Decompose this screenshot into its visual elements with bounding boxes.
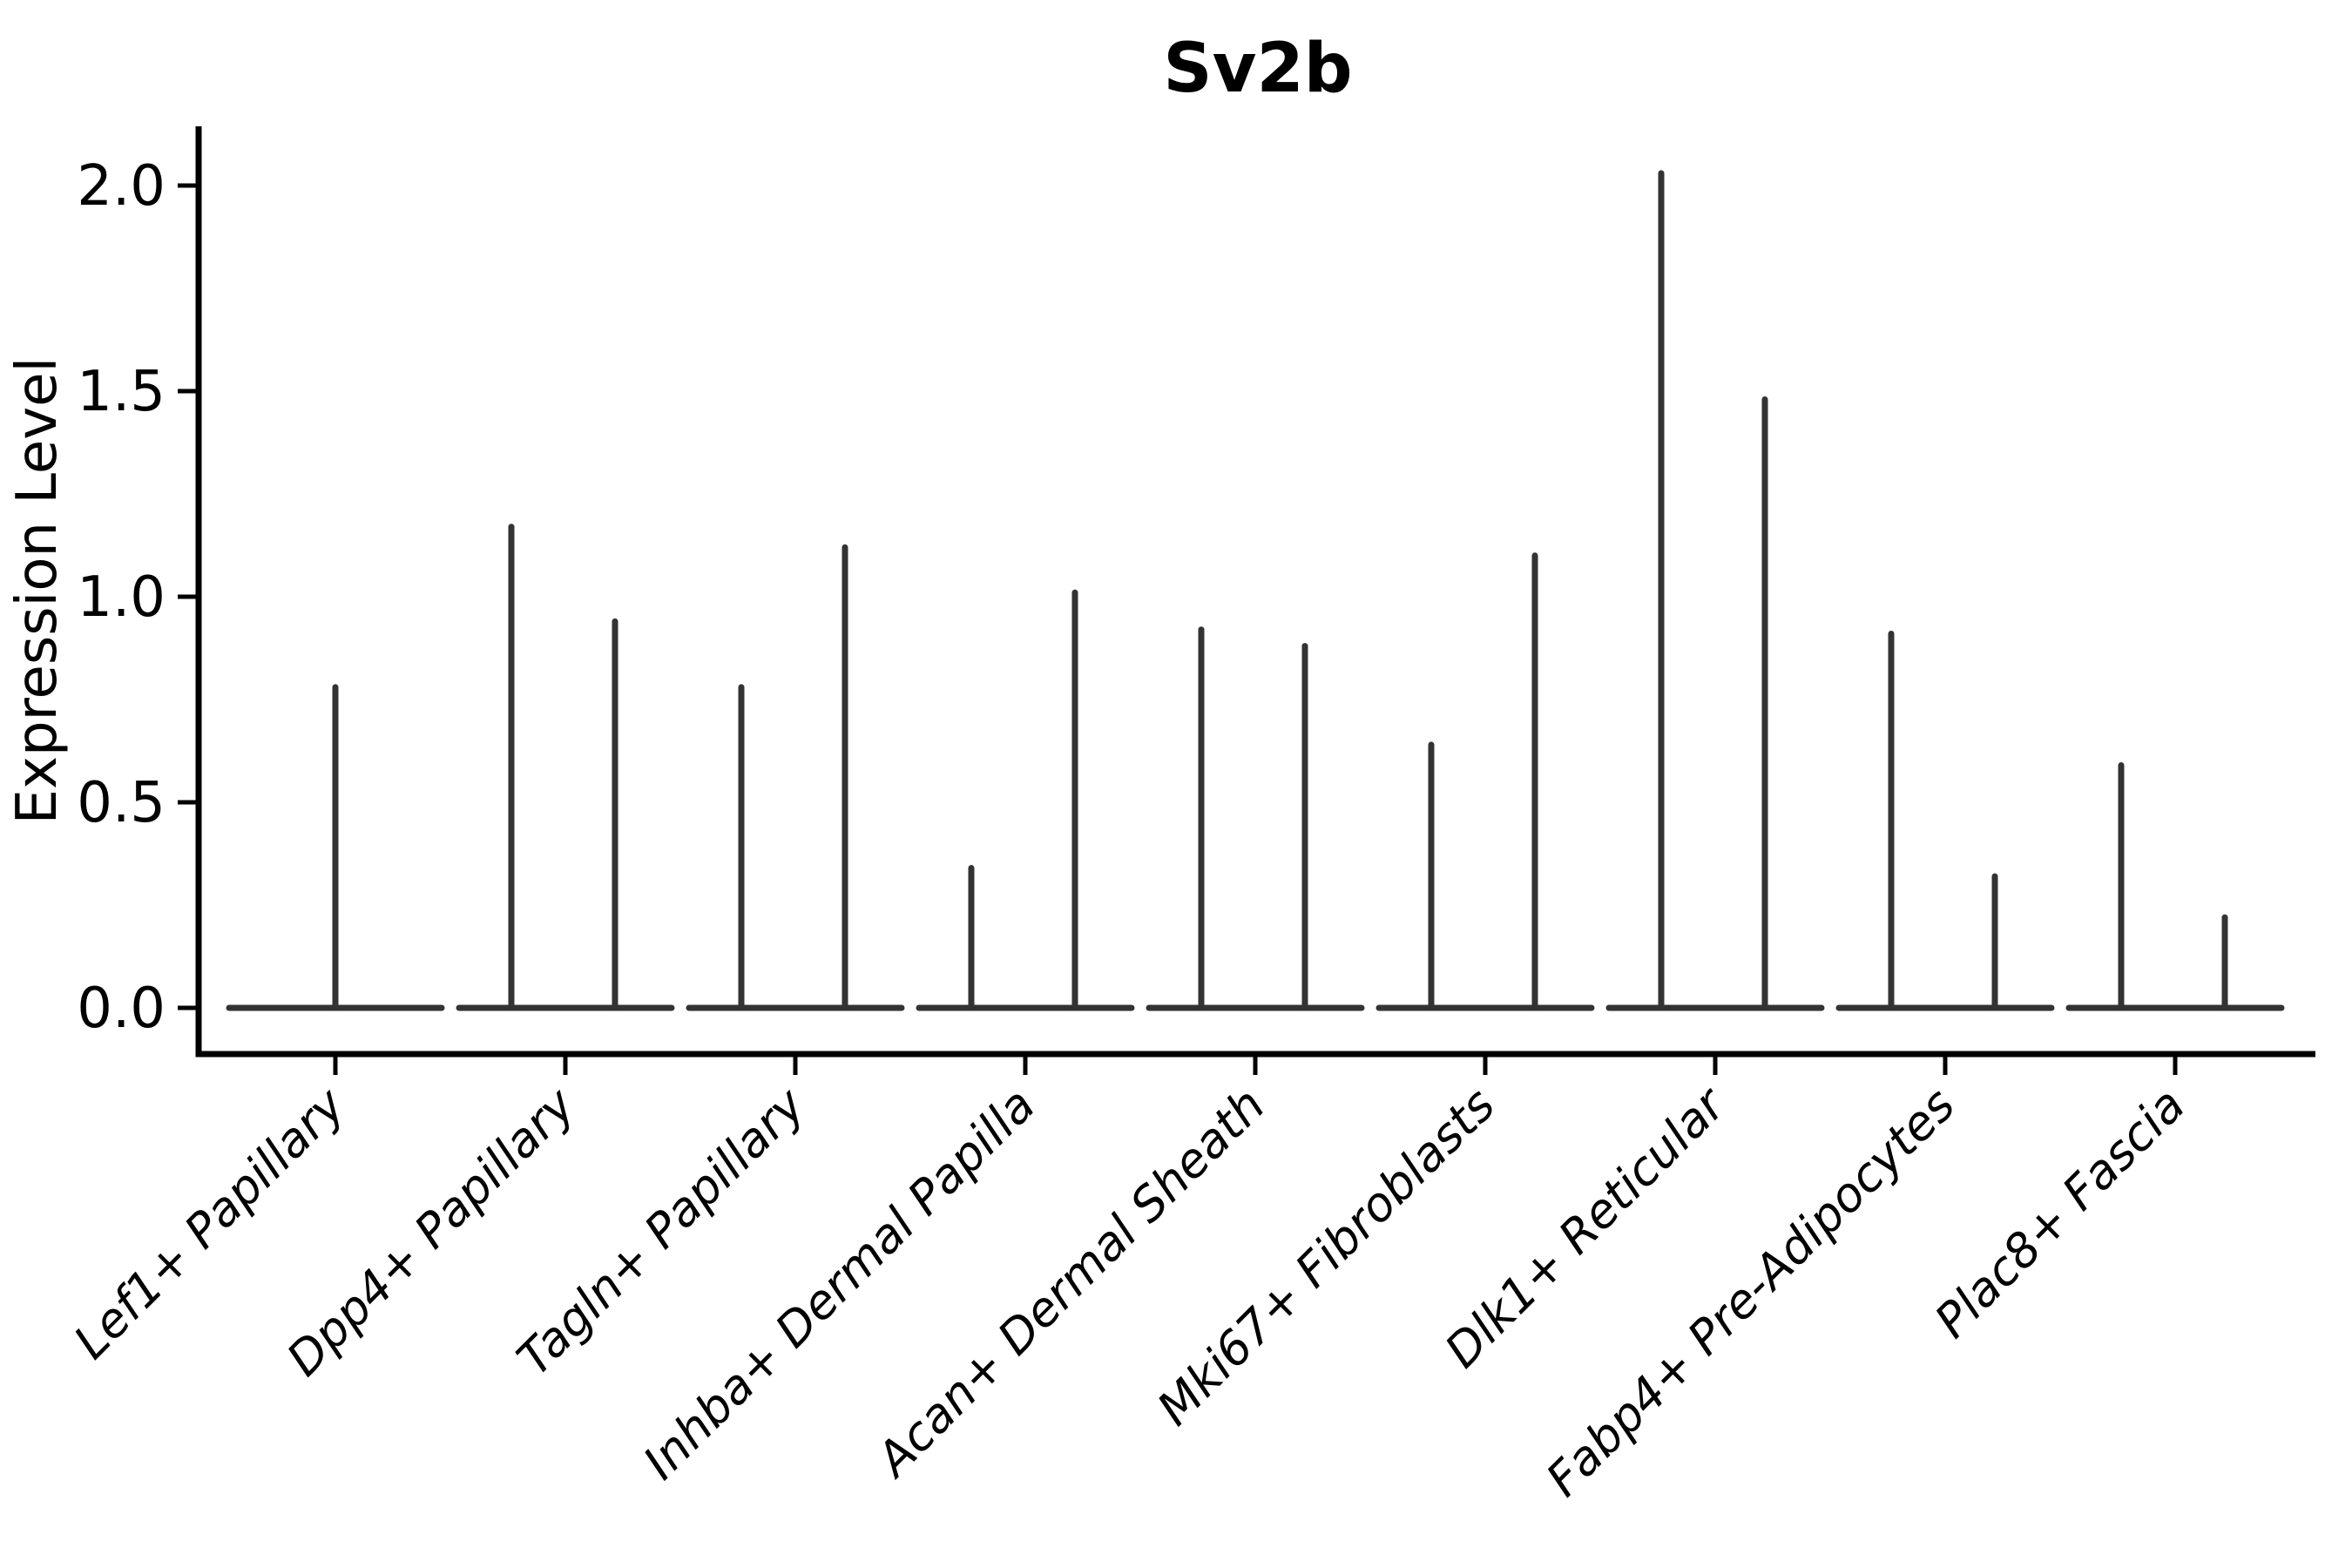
y-tick-label: 0.0 — [77, 977, 166, 1041]
y-tick-label: 0.5 — [77, 771, 166, 835]
chart-title: Sv2b — [1163, 30, 1352, 108]
y-tick-label: 1.0 — [77, 565, 166, 630]
y-axis-label: Expression Level — [5, 357, 70, 825]
x-tick-label: Plac8+ Fascia — [1924, 1078, 2195, 1348]
x-tick-label: Fabp4+ Pre-Adipocytes — [1536, 1078, 1965, 1507]
y-tick-label: 1.5 — [77, 360, 166, 424]
x-tick-label: Inhba+ Dermal Papilla — [632, 1078, 1045, 1490]
x-tick-label: Acan+ Dermal Sheath — [864, 1078, 1275, 1489]
y-tick-label: 2.0 — [77, 154, 166, 219]
